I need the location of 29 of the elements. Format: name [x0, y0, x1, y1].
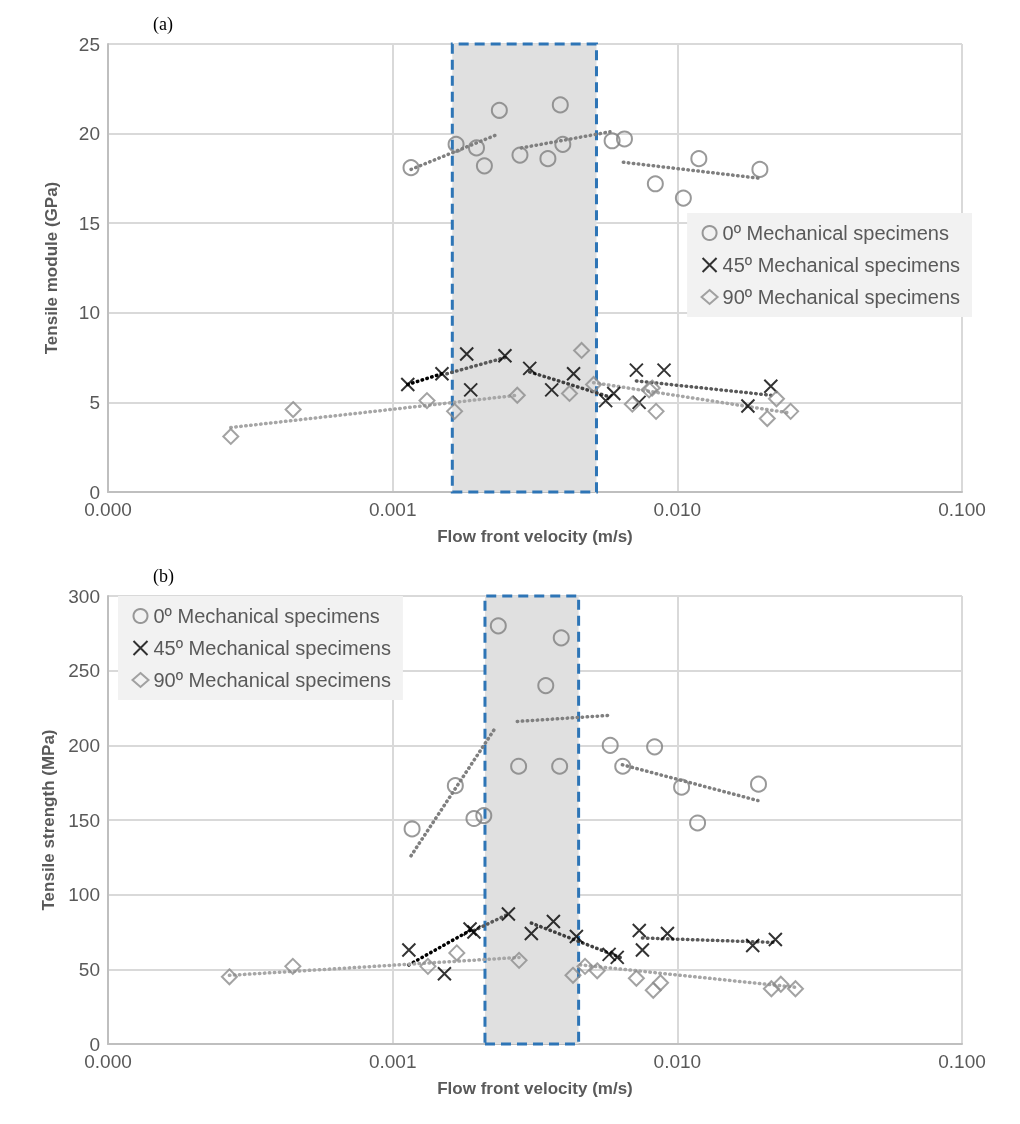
legend-label: 0º Mechanical specimens — [722, 222, 949, 244]
legend-label: 45º Mechanical specimens — [722, 254, 960, 276]
legend-label: 90º Mechanical specimens — [153, 669, 391, 691]
chart-title: (b) — [153, 566, 174, 587]
y-tick-label: 15 — [78, 212, 100, 234]
x-axis-title: Flow front velocity (m/s) — [437, 1079, 633, 1098]
y-tick-label: 10 — [78, 302, 100, 324]
legend-label: 90º Mechanical specimens — [722, 286, 960, 308]
y-tick-label: 50 — [78, 958, 100, 980]
y-tick-label: 25 — [78, 33, 100, 55]
x-tick-label: 0.001 — [368, 499, 417, 520]
x-tick-label: 0.010 — [653, 1051, 702, 1072]
y-tick-label: 20 — [78, 123, 100, 145]
chart-title: (a) — [153, 14, 173, 35]
legend-label: 0º Mechanical specimens — [153, 605, 380, 627]
y-axis-title: Tensile module (GPa) — [42, 181, 61, 355]
y-tick-label: 300 — [68, 585, 100, 607]
legend-label: 45º Mechanical specimens — [153, 637, 391, 659]
y-tick-label: 250 — [68, 660, 100, 682]
y-tick-label: 5 — [89, 391, 100, 413]
y-axis-title: Tensile strength (MPa) — [39, 729, 59, 911]
y-tick-label: 200 — [68, 734, 100, 756]
x-tick-label: 0.010 — [653, 499, 702, 520]
x-axis-title: Flow front velocity (m/s) — [437, 527, 633, 546]
x-tick-label: 0.100 — [938, 1051, 986, 1072]
x-tick-label: 0.100 — [938, 499, 986, 520]
y-tick-label: 150 — [68, 809, 100, 831]
x-tick-label: 0.001 — [368, 1051, 417, 1072]
y-tick-label: 100 — [68, 884, 100, 906]
